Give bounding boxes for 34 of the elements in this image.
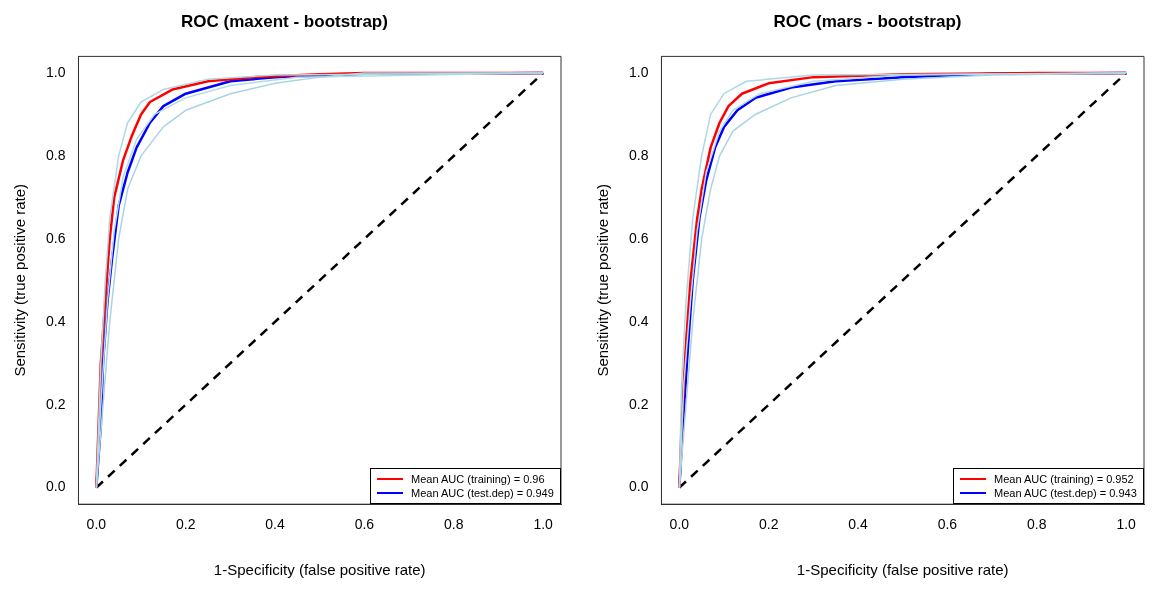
x-tick-label: 0.0	[669, 516, 690, 533]
x-tick-label: 1.0	[1116, 516, 1137, 533]
legend-label: Mean AUC (test.dep) = 0.943	[994, 486, 1137, 501]
x-tick-label: 0.8	[1027, 516, 1047, 533]
x-tick-label: 0.4	[848, 516, 868, 533]
x-tick-label: 0.6	[354, 516, 375, 533]
y-tick-label: 0.0	[45, 478, 66, 495]
legend-label: Mean AUC (training) = 0.952	[994, 472, 1134, 487]
x-tick-label: 0.2	[758, 516, 779, 533]
y-tick-label: 0.8	[628, 146, 649, 163]
x-tick-label: 1.0	[533, 516, 554, 533]
y-tick-label: 0.4	[45, 312, 66, 329]
x-tick-label: 0.8	[444, 516, 464, 533]
y-axis-title: Sensitivity (true positive rate)	[594, 184, 612, 377]
legend-label: Mean AUC (test.dep) = 0.949	[411, 486, 554, 501]
y-axis-title: Sensitivity (true positive rate)	[11, 184, 29, 377]
x-axis-title: 1-Specificity (false positive rate)	[796, 561, 1009, 579]
y-tick-label: 0.4	[628, 312, 649, 329]
x-tick-label: 0.2	[175, 516, 196, 533]
y-tick-label: 0.6	[45, 229, 66, 246]
y-tick-label: 0.8	[45, 146, 66, 163]
x-tick-label: 0.4	[265, 516, 285, 533]
y-tick-label: 1.0	[628, 63, 649, 80]
y-tick-label: 0.6	[628, 229, 649, 246]
x-tick-label: 0.0	[86, 516, 107, 533]
x-tick-label: 0.6	[937, 516, 958, 533]
chart-title: ROC (maxent - bootstrap)	[181, 11, 388, 31]
y-tick-label: 0.2	[45, 395, 66, 412]
legend-label: Mean AUC (training) = 0.96	[411, 472, 545, 487]
chart-title: ROC (mars - bootstrap)	[773, 11, 962, 31]
y-tick-label: 0.0	[628, 478, 649, 495]
y-tick-label: 0.2	[628, 395, 649, 412]
y-tick-label: 1.0	[45, 63, 66, 80]
x-axis-title: 1-Specificity (false positive rate)	[213, 561, 426, 579]
